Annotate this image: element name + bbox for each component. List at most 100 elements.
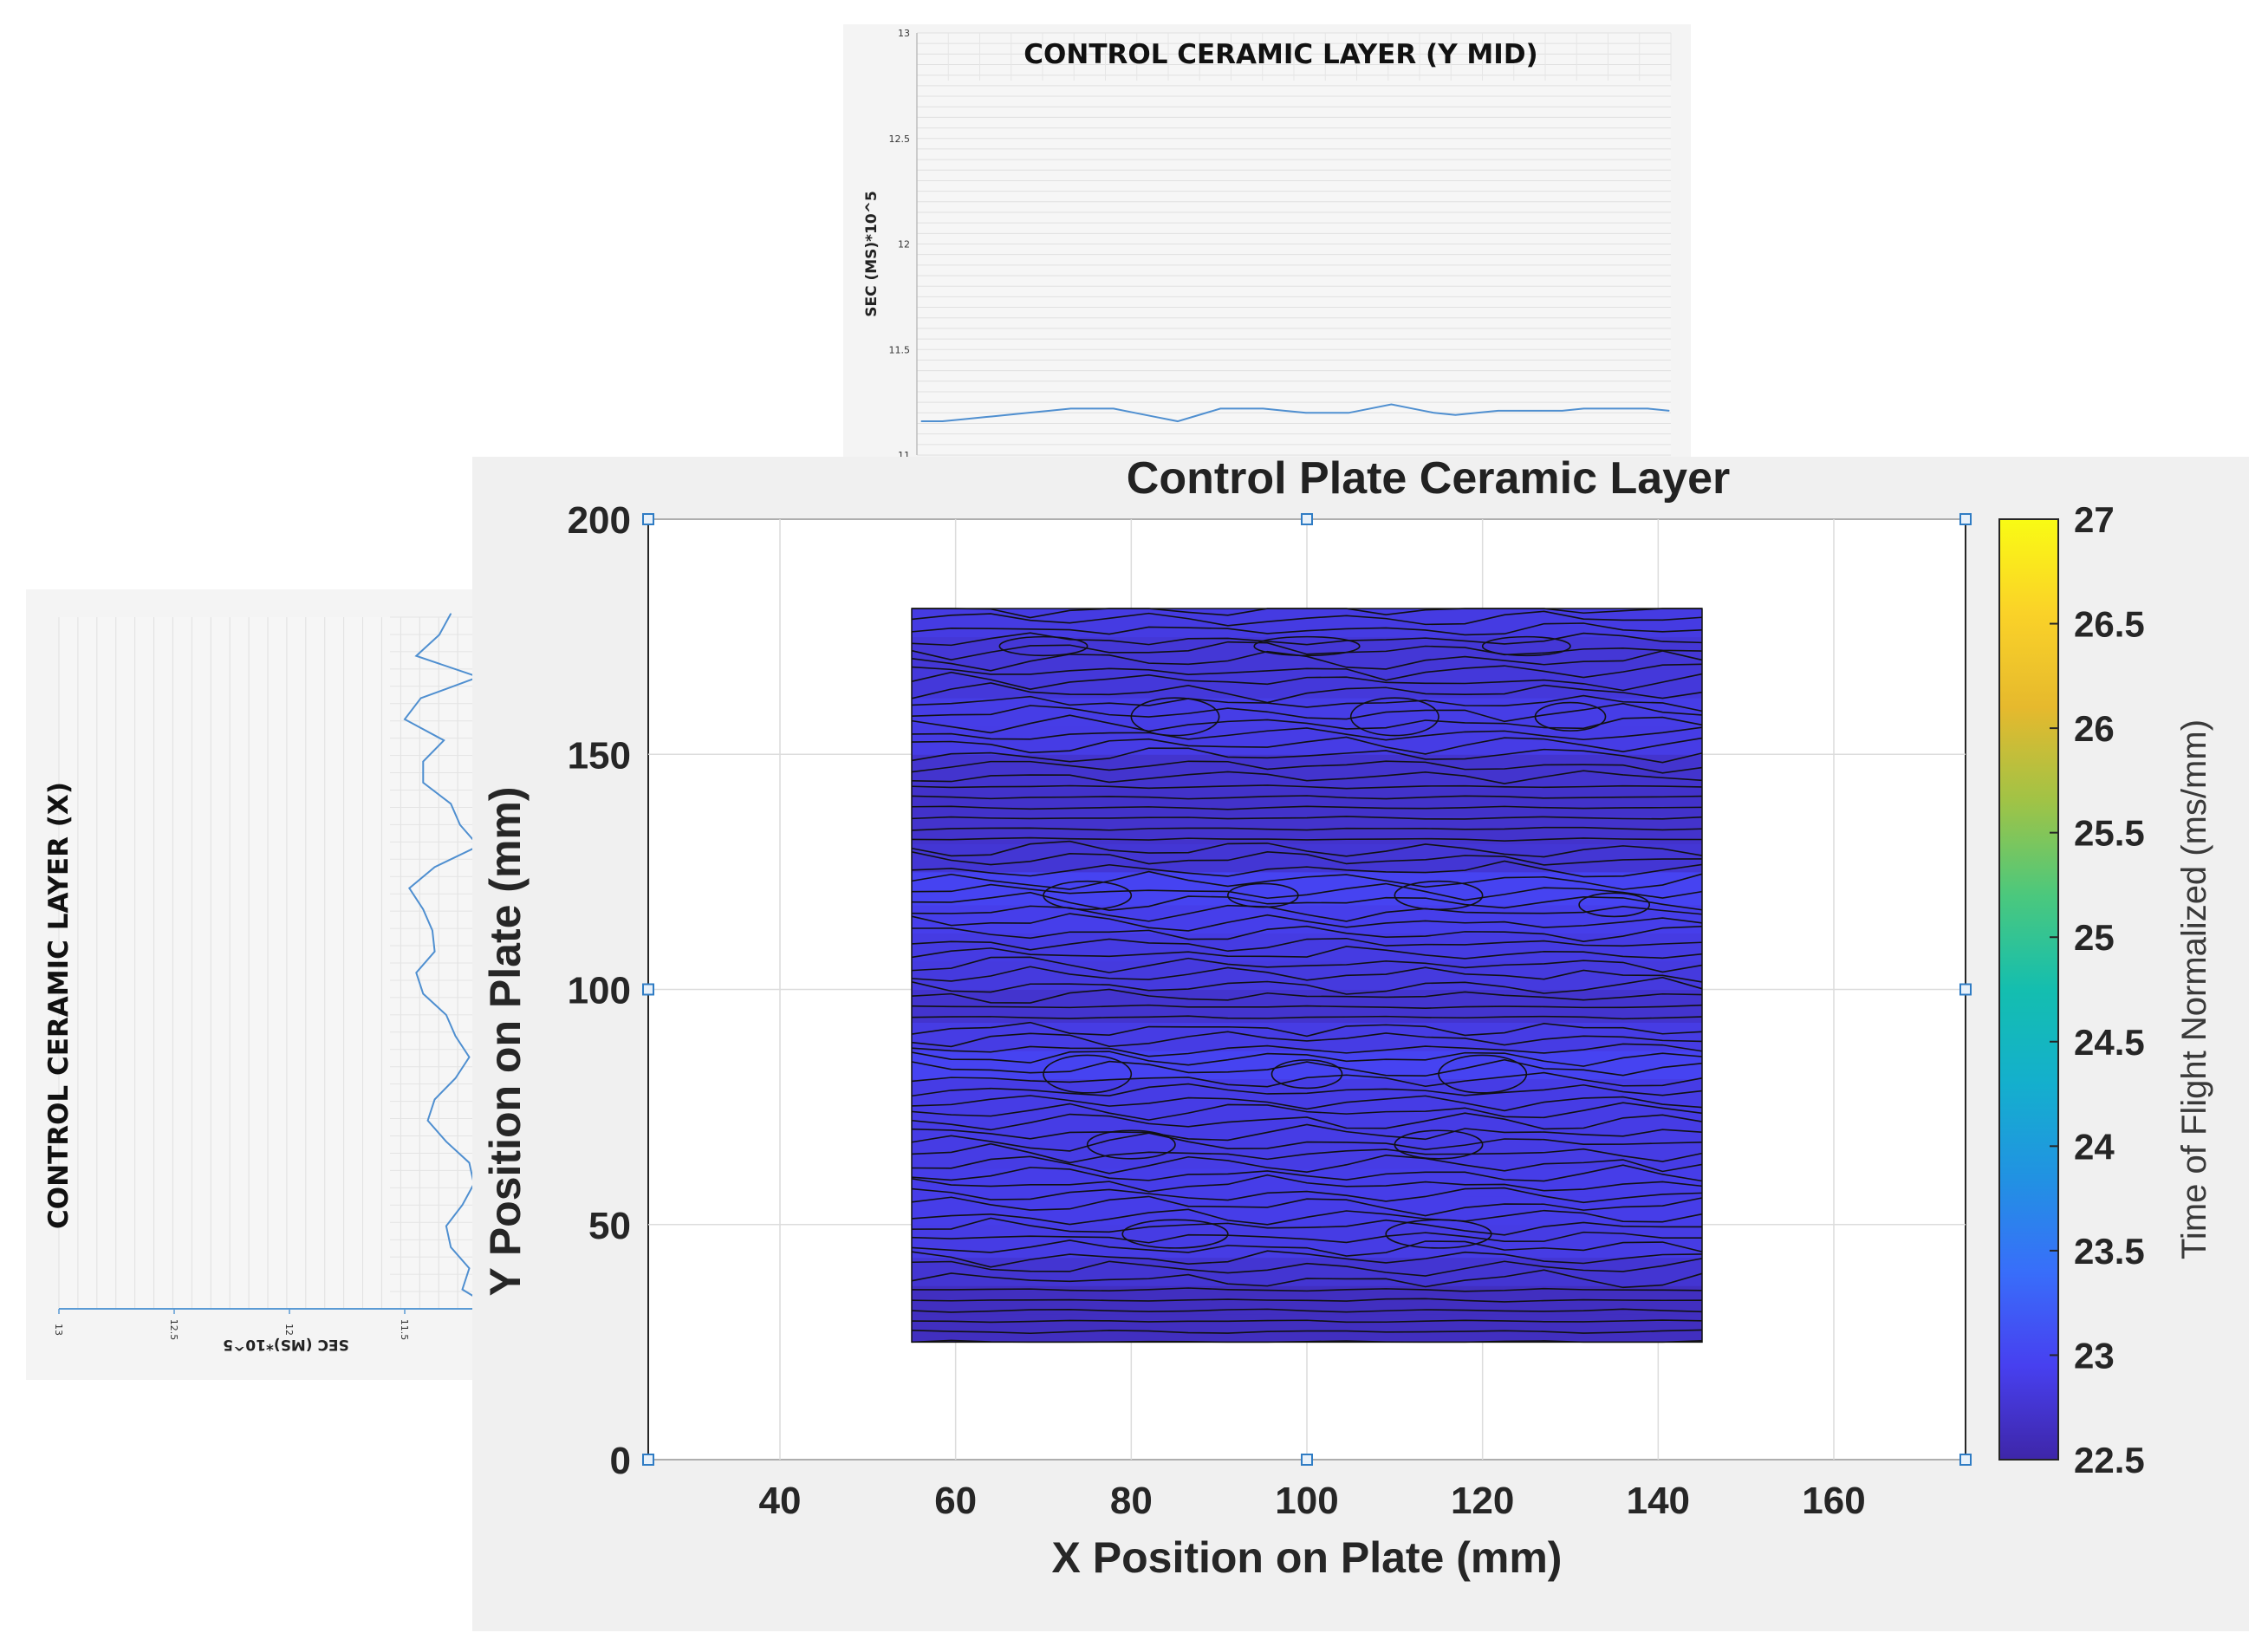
contour-island: [1086, 1129, 1176, 1160]
left-data-point: [445, 1141, 447, 1142]
left-data-point: [461, 1289, 464, 1291]
contour-island: [1385, 1219, 1492, 1249]
contour-line: [911, 937, 1703, 953]
contour-line: [911, 650, 1703, 672]
contour-band: [912, 787, 1702, 816]
left-data-point: [422, 782, 424, 784]
contour-line: [911, 747, 1703, 764]
contour-line: [911, 1208, 1703, 1226]
main-x-tick-label: 160: [1802, 1480, 1865, 1522]
main-x-tick-label: 100: [1275, 1480, 1338, 1522]
selection-handle: [1301, 513, 1313, 525]
colorbar-tick-label: 26: [2074, 708, 2115, 749]
top-chart-title: CONTROL CERAMIC LAYER (Y MID): [1024, 39, 1537, 70]
main-y-axis-label: Y Position on Plate (mm): [481, 786, 530, 1296]
top-data-point: [1369, 407, 1371, 410]
contour-island: [1349, 697, 1439, 737]
contour-line: [911, 1004, 1703, 1010]
top-data-point: [1668, 410, 1670, 412]
contour-line: [911, 976, 1703, 995]
contour-line: [911, 1319, 1703, 1324]
contour-island: [1481, 635, 1571, 657]
contour-line: [911, 770, 1703, 784]
main-contour-panel: 40 60 80 100 120 140 160 0 50 100 150 200 Control Pl…: [472, 453, 2249, 1631]
left-tick-label: 12: [283, 1324, 295, 1336]
main-x-tick-label: 120: [1451, 1480, 1514, 1522]
top-data-point: [1006, 414, 1008, 416]
contour-line: [911, 1132, 1703, 1152]
contour-band: [912, 1224, 1702, 1259]
main-y-tick-label: 100: [568, 970, 631, 1012]
contour-band: [912, 843, 1702, 873]
top-data-point: [1582, 407, 1584, 410]
selection-handle: [642, 983, 654, 996]
contour-line: [911, 913, 1703, 932]
top-data-point: [1262, 407, 1264, 410]
left-data-point: [422, 992, 424, 995]
left-data-point: [459, 824, 461, 826]
contour-line: [911, 663, 1703, 681]
left-data-point: [433, 1098, 436, 1100]
colorbar-tick-label: 23.5: [2074, 1231, 2145, 1272]
contour-line: [911, 622, 1703, 636]
contour-band: [912, 754, 1702, 788]
contour-island: [1534, 701, 1607, 732]
selection-handle: [1959, 983, 1972, 996]
top-data-point: [1283, 410, 1285, 412]
contour-band: [912, 636, 1702, 671]
top-data-point: [920, 420, 922, 422]
left-data-point: [450, 803, 452, 804]
contour-line: [911, 1051, 1703, 1067]
left-data-point: [445, 1014, 447, 1016]
colorbar-tick-label: 27: [2074, 499, 2115, 540]
contour-band: [912, 698, 1702, 727]
contour-island: [1438, 1054, 1528, 1094]
contour-island: [1394, 1129, 1484, 1160]
contour-line: [911, 795, 1703, 800]
colorbar-tick-label: 26.5: [2074, 604, 2145, 645]
contour-line: [911, 1112, 1703, 1131]
contour-line: [911, 826, 1703, 831]
contour-line: [911, 1095, 1703, 1112]
top-data-point: [1604, 407, 1606, 410]
contour-line: [911, 784, 1703, 790]
colorbar: [1998, 518, 2059, 1461]
contour-line: [911, 966, 1703, 983]
left-data-point: [461, 1204, 464, 1206]
left-data-point: [450, 1246, 452, 1248]
contour-line: [911, 882, 1703, 901]
left-data-point: [433, 951, 436, 953]
contour-line: [911, 1031, 1703, 1048]
contour-line: [911, 988, 1703, 1004]
contour-line: [911, 1174, 1703, 1193]
top-data-point: [1626, 407, 1628, 410]
main-x-tick-label: 60: [934, 1480, 977, 1522]
contour-island: [1130, 697, 1220, 737]
contour-line: [911, 836, 1703, 842]
contour-line: [911, 805, 1703, 810]
contour-line: [911, 1239, 1703, 1257]
top-y-tick-label: 12.5: [889, 133, 911, 145]
colorbar-tick-label: 25: [2074, 917, 2115, 958]
contour-line: [911, 946, 1703, 960]
contour-island: [1578, 892, 1650, 918]
contour-band: [912, 1313, 1702, 1343]
contour-line: [911, 860, 1703, 878]
contour-line: [911, 702, 1703, 723]
top-y-tick-label: 11.5: [889, 344, 911, 355]
top-data-point: [1113, 407, 1115, 410]
selection-handle: [1959, 1454, 1972, 1466]
contour-line: [911, 904, 1703, 922]
contour-line: [911, 1308, 1703, 1313]
top-y-tick-label: 13: [898, 28, 910, 39]
main-y-tick-label: 0: [610, 1440, 631, 1482]
colorbar-tick-label: 23: [2074, 1335, 2115, 1376]
top-data-point: [1390, 403, 1393, 406]
contour-line: [911, 870, 1703, 890]
top-data-point: [1091, 407, 1093, 410]
left-data-point: [454, 1035, 457, 1037]
top-data-point: [1219, 407, 1221, 410]
contour-line: [911, 925, 1703, 942]
left-data-point: [415, 655, 417, 657]
top-data-point: [1070, 407, 1072, 410]
